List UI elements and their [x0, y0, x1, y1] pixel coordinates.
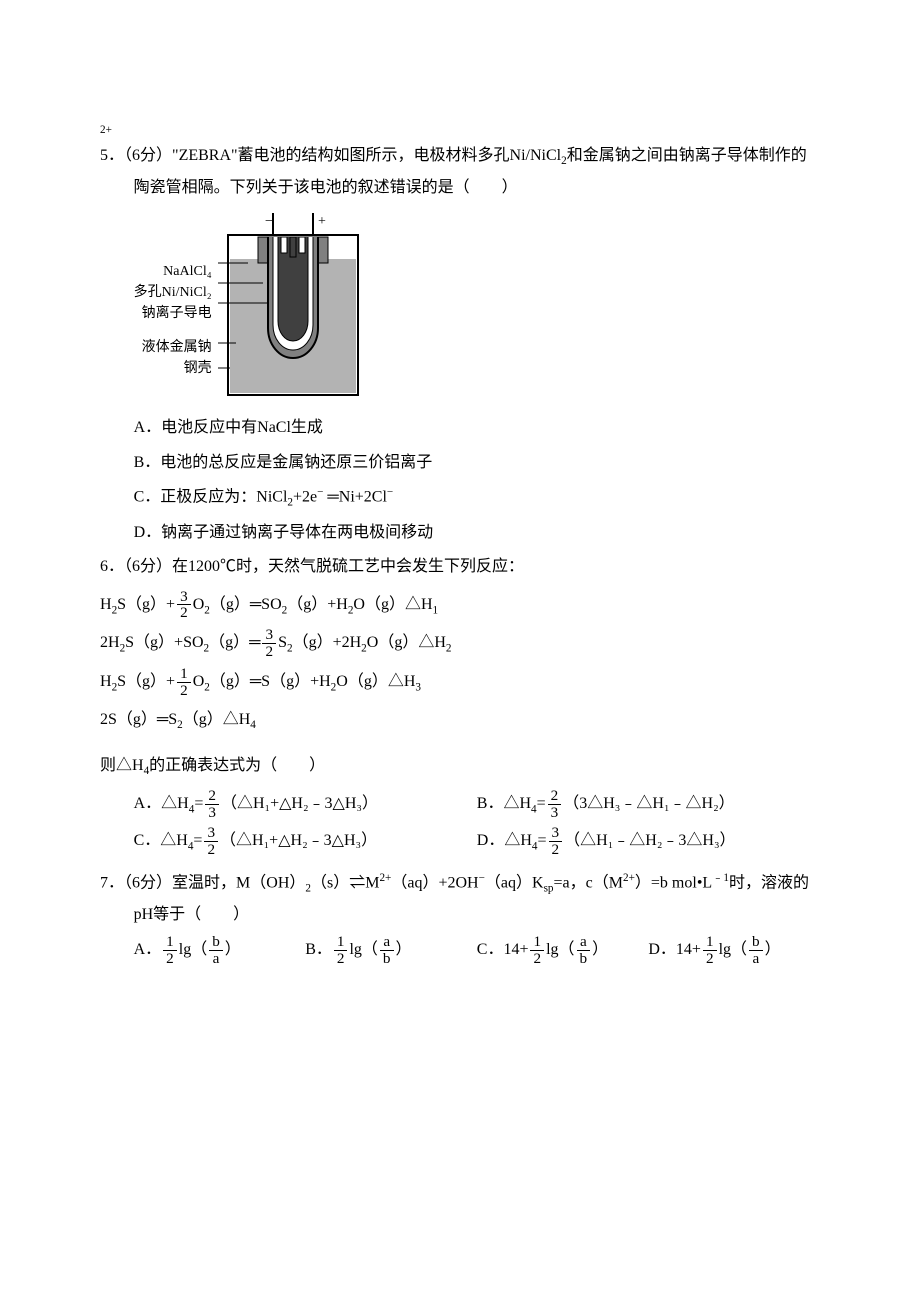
- q7-option-c: C．14+12lg（ab）: [477, 934, 649, 967]
- q5-text-a: "ZEBRA"蓄电池的结构如图所示，电极材料多孔Ni/NiCl: [172, 147, 561, 164]
- q7-stem: 7．（6分）室温时，M（OH）2（s）⇌M2+（aq）+2OH−（aq）Ksp=…: [100, 868, 820, 930]
- q6-eq3: H2S（g）+12O2（g）═S（g）+H2O（g）△H3: [100, 666, 820, 699]
- q6-eq4: 2S（g）═S2（g）△H4: [100, 705, 820, 736]
- q5-option-a: A．电池反应中有NaCl生成: [100, 413, 820, 443]
- q5-option-d: D．钠离子通过钠离子导体在两电极间移动: [100, 518, 820, 548]
- label-liquid-na: 液体金属钠: [134, 340, 212, 355]
- q5-option-b: B．电池的总反应是金属钠还原三价铝离子: [100, 448, 820, 478]
- q6-option-b: B．△H4=23（3△H₃﹣△H₁﹣△H₂）: [477, 788, 820, 821]
- q5-diagram: NaAlCl₄ 多孔Ni/NiCl₂ 钠离子导电 液体金属钠 钢壳 − +: [100, 213, 820, 403]
- q7-option-d: D．14+12lg（ba）: [648, 934, 820, 967]
- q5-option-c: C．正极反应为：NiCl2+2e− ═Ni+2Cl−: [100, 482, 820, 514]
- q7-number: 7．: [100, 874, 124, 891]
- q6-option-c: C．△H4=32（△H₁+△H₂﹣3△H₃）: [134, 825, 477, 858]
- q7-points: （6分）: [124, 874, 172, 891]
- q6-number: 6．: [100, 558, 124, 575]
- q6-option-d: D．△H4=32（△H₁﹣△H₂﹣3△H₃）: [477, 825, 820, 858]
- label-naalcl4: NaAlCl₄: [134, 264, 212, 279]
- label-na-conductor: 钠离子导电: [134, 306, 212, 321]
- minus-sign: −: [265, 214, 273, 229]
- q5-points: （6分）: [124, 147, 172, 164]
- q6-eq1: H2S（g）+32O2（g）═SO2（g）+H2O（g）△H1: [100, 589, 820, 622]
- q7-option-b: B．12lg（ab）: [305, 934, 477, 967]
- q5-stem: 5．（6分）"ZEBRA"蓄电池的结构如图所示，电极材料多孔Ni/NiCl2和金…: [100, 141, 820, 203]
- q7-option-a: A．12lg（ba）: [134, 934, 306, 967]
- battery-svg: − +: [218, 213, 368, 403]
- q6-text: 在1200℃时，天然气脱硫工艺中会发生下列反应：: [172, 558, 524, 575]
- q6-ask: 则△H4的正确表达式为（ ）: [100, 751, 820, 782]
- label-nicl2: 多孔Ni/NiCl₂: [134, 285, 212, 300]
- label-steel-shell: 钢壳: [134, 361, 212, 376]
- page-header-fragment: 2+: [100, 120, 820, 141]
- q6-eq2: 2H2S（g）+SO2（g）═32S2（g）+2H2O（g）△H2: [100, 627, 820, 660]
- q5-number: 5．: [100, 147, 124, 164]
- q5-diagram-labels: NaAlCl₄ 多孔Ni/NiCl₂ 钠离子导电 液体金属钠 钢壳: [134, 258, 212, 383]
- q6-points: （6分）: [124, 558, 172, 575]
- plus-sign: +: [318, 214, 326, 229]
- q6-stem: 6．（6分）在1200℃时，天然气脱硫工艺中会发生下列反应：: [100, 552, 820, 582]
- q6-option-a: A．△H4=23（△H₁+△H₂﹣3△H₃）: [134, 788, 477, 821]
